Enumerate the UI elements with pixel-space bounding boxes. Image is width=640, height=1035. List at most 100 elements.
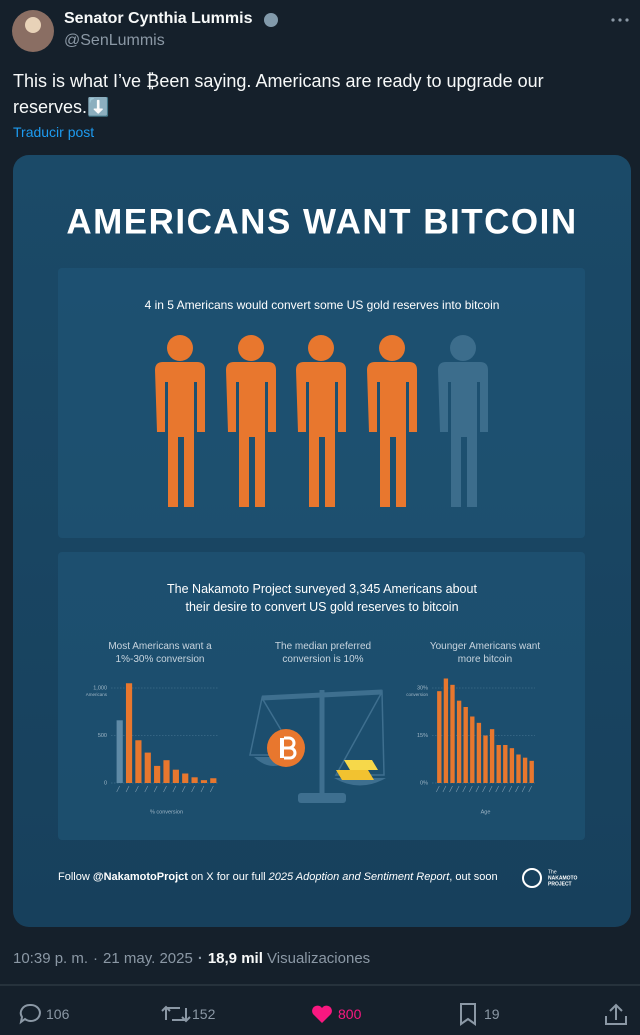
footer-handle: @NakamotoProjct [92, 871, 188, 883]
x-tick [455, 785, 460, 793]
bookmark-count: 19 [484, 1006, 500, 1022]
avatar-face [25, 17, 41, 33]
y-tick-label: 0% [420, 780, 428, 786]
bar [443, 678, 449, 783]
bar [163, 760, 170, 783]
x-tick [210, 785, 214, 793]
bar [516, 754, 521, 783]
bar [470, 716, 475, 783]
more [625, 18, 629, 22]
person-head [308, 335, 334, 361]
bar [509, 748, 515, 783]
person-head [167, 335, 193, 361]
like-count: 800 [338, 1006, 362, 1022]
x-tick [528, 785, 532, 793]
bar [456, 700, 462, 783]
x-tick [502, 785, 506, 793]
y-tick-label: 0 [104, 780, 107, 786]
handle[interactable]: @SenLummis [64, 32, 165, 49]
x-tick [482, 785, 486, 793]
x-tick [462, 785, 466, 793]
y-axis-title: Americans [86, 692, 108, 697]
reply-count: 106 [46, 1006, 70, 1022]
repost-icon[interactable] [161, 1005, 191, 1023]
chart-caption: Most Americans want a 1%-30% conversion [108, 641, 212, 665]
person-body [367, 362, 417, 507]
translate-link[interactable]: Traducir post [13, 124, 95, 140]
meta: 10:39 p. m.21 may. 202518,9 mil Visualiz… [13, 950, 370, 967]
action-icons [19, 1003, 627, 1026]
median-caption: The median preferred conversion is 10% [274, 641, 372, 665]
footer-text: on X for our full [191, 871, 266, 883]
footer-text: , out soon [449, 871, 498, 883]
person-head [238, 335, 264, 361]
bar [210, 778, 217, 783]
date[interactable]: 21 may. 2025 [88, 950, 193, 967]
bar [489, 729, 495, 783]
logo-mark [522, 868, 542, 888]
more[interactable] [611, 18, 615, 22]
x-tick [200, 785, 205, 793]
x-axis-title: % conversion [150, 809, 183, 815]
more [618, 18, 622, 22]
bar [200, 780, 208, 783]
x-tick [163, 785, 167, 793]
logo-text: The [548, 869, 557, 875]
bar [463, 707, 468, 783]
x-tick [172, 785, 177, 793]
info-title: AMERICANS WANT BITCOIN [66, 202, 577, 241]
person-head [450, 335, 476, 361]
bookmark-icon[interactable] [460, 1003, 476, 1026]
x-tick [515, 785, 519, 793]
person-head [379, 335, 405, 361]
bar [172, 769, 179, 783]
person-body [155, 362, 205, 507]
x-axis-title: Age [481, 809, 491, 815]
bar [503, 745, 508, 783]
verified-badge [264, 13, 278, 27]
x-tick [469, 785, 473, 793]
y-tick-label: 500 [98, 733, 107, 739]
share-icon[interactable] [605, 1003, 627, 1025]
logo-text: NAKAMOTO [548, 875, 577, 881]
x-tick [495, 785, 499, 793]
chart-caption: Younger Americans want more bitcoin [429, 641, 541, 665]
scale-icon [249, 689, 386, 803]
person-body [226, 362, 276, 507]
like-icon[interactable] [312, 1005, 332, 1023]
logo-text: PROJECT [548, 881, 572, 887]
bar [437, 691, 442, 783]
bar [135, 740, 142, 783]
x-tick [135, 785, 139, 793]
footer-text: Follow [58, 871, 90, 883]
x-tick [488, 785, 493, 793]
reply-icon[interactable] [19, 1003, 41, 1025]
footer-report: 2025 Adoption and Sentiment Report [268, 871, 450, 883]
x-tick [116, 785, 120, 793]
y-tick-label: 30% [417, 685, 428, 691]
views-label: Visualizaciones [267, 950, 371, 967]
time[interactable]: 10:39 p. m. [13, 950, 89, 967]
y-axis-title: conversion [406, 692, 428, 697]
footer: Follow @NakamotoProjct on X for our full… [58, 871, 498, 883]
x-tick [475, 785, 480, 793]
x-tick [144, 785, 149, 793]
bar [522, 757, 528, 783]
y-tick-label: 1,000 [93, 685, 107, 691]
people-icons [155, 335, 488, 507]
x-tick [449, 785, 453, 793]
bar [483, 735, 488, 783]
survey-text: The Nakamoto Project surveyed 3,345 Amer… [167, 582, 477, 614]
bar [191, 777, 198, 783]
person-body [296, 362, 346, 507]
bar [182, 773, 189, 783]
x-tick [181, 785, 186, 793]
x-tick [521, 785, 526, 793]
bar [529, 760, 534, 783]
stat: 4 in 5 Americans would convert some US g… [145, 298, 500, 312]
author[interactable]: Senator Cynthia Lummis [64, 10, 253, 27]
repost-count: 152 [192, 1006, 216, 1022]
x-tick [508, 785, 513, 793]
